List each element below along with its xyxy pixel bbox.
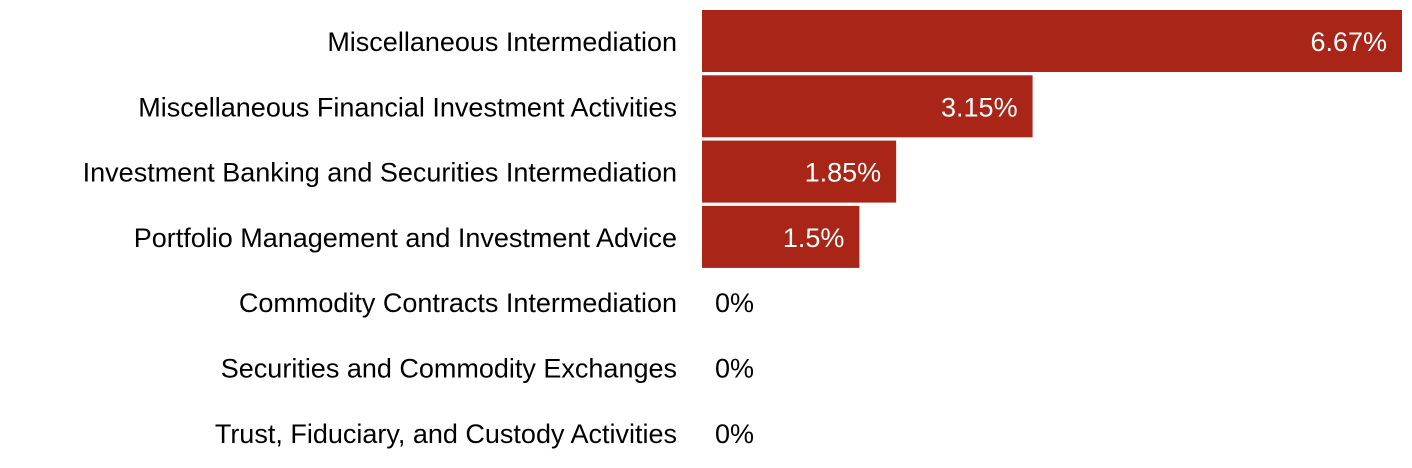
value-label: 6.67% (1310, 27, 1387, 57)
category-label: Miscellaneous Intermediation (327, 27, 677, 57)
category-label: Securities and Commodity Exchanges (221, 354, 677, 384)
bars (702, 10, 1402, 268)
value-label: 0% (715, 419, 754, 449)
category-label: Portfolio Management and Investment Advi… (134, 223, 677, 253)
category-label: Miscellaneous Financial Investment Activ… (138, 92, 677, 122)
value-label: 1.85% (805, 158, 882, 188)
bar (702, 10, 1402, 72)
bar (702, 205, 860, 268)
bar (702, 75, 1033, 138)
value-label: 0% (715, 288, 754, 318)
value-labels: 6.67% 3.15% 1.85% 1.5% 0% 0% 0% (715, 27, 1387, 449)
category-label: Investment Banking and Securities Interm… (83, 158, 677, 188)
bar (702, 140, 897, 203)
value-label: 3.15% (941, 92, 1018, 122)
category-labels: Miscellaneous Intermediation Miscellaneou… (83, 27, 677, 449)
category-label: Trust, Fiduciary, and Custody Activities (215, 419, 677, 449)
value-label: 1.5% (783, 223, 845, 253)
category-label: Commodity Contracts Intermediation (239, 288, 677, 318)
value-label: 0% (715, 354, 754, 384)
